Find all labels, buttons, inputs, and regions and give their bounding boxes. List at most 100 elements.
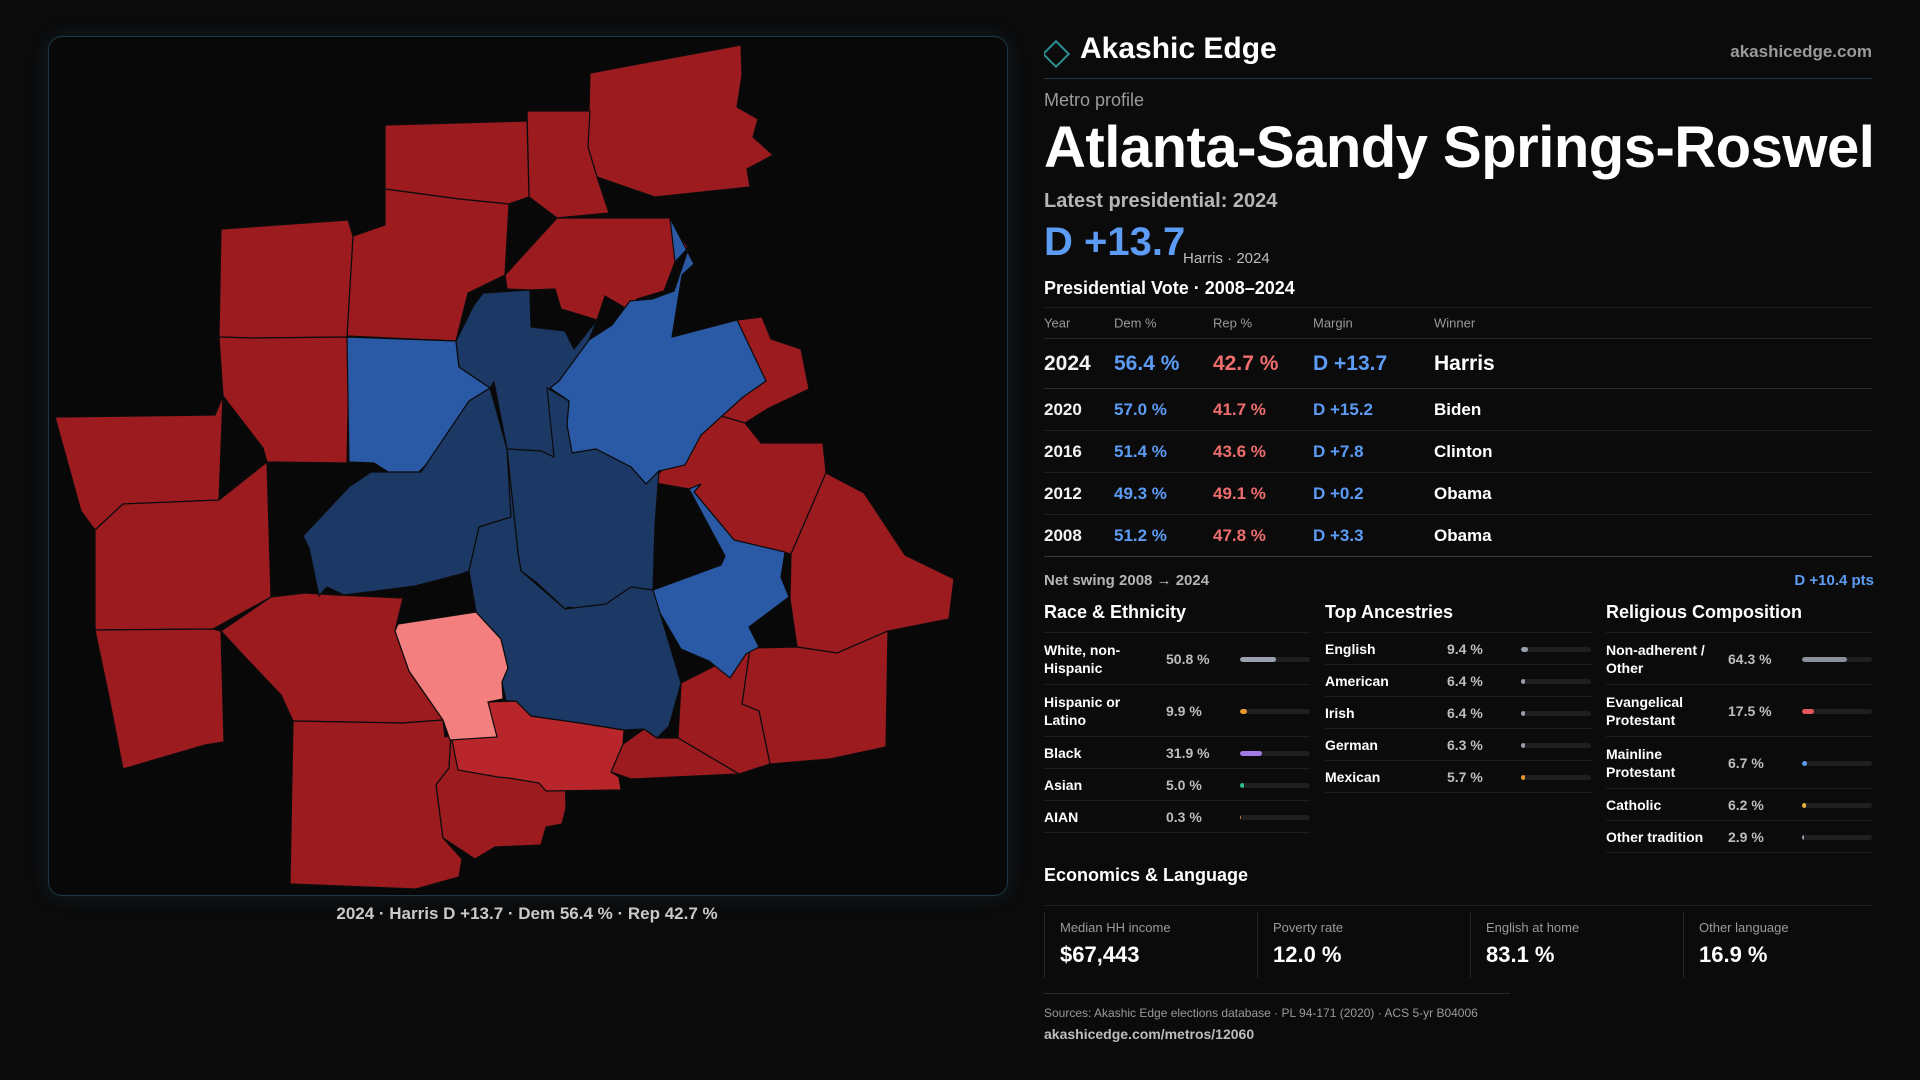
- race-ethnicity-section: Race & Ethnicity White, non-Hispanic 50.…: [1044, 602, 1310, 833]
- religion-value: 2.9 %: [1728, 828, 1764, 845]
- race-bar-fill: [1240, 750, 1263, 756]
- econ-stat-income: Median HH income $67,443: [1044, 912, 1258, 978]
- ancestry-label: English: [1325, 640, 1376, 657]
- race-bar: [1240, 782, 1310, 788]
- ancestry-value: 6.3 %: [1447, 736, 1483, 753]
- race-label: Hispanic or Latino: [1044, 693, 1121, 728]
- county-shape[interactable]: [789, 472, 955, 654]
- county-shape[interactable]: [526, 110, 610, 219]
- margin-cell: D +7.8: [1313, 441, 1364, 461]
- latest-presidential-label: Latest presidential: 2024: [1044, 190, 1278, 212]
- metro-url-link[interactable]: akashicedge.com/metros/12060: [1044, 1026, 1255, 1042]
- year-cell: 2024: [1044, 351, 1091, 375]
- brand-url-link[interactable]: akashicedge.com: [1730, 42, 1872, 61]
- county-shape[interactable]: [218, 219, 354, 339]
- year-cell: 2008: [1044, 525, 1082, 545]
- county-shape[interactable]: [94, 460, 272, 631]
- ancestry-label: German: [1325, 736, 1378, 753]
- dem-cell: 56.4 %: [1114, 351, 1180, 375]
- county-shape[interactable]: [652, 483, 790, 679]
- table-row[interactable]: 2016 51.4 % 43.6 % D +7.8 Clinton: [1044, 431, 1872, 473]
- year-cell: 2020: [1044, 399, 1082, 419]
- list-item: Mexican 5.7 %: [1325, 761, 1591, 793]
- county-shape[interactable]: [289, 719, 463, 890]
- table-row[interactable]: 2020 57.0 % 41.7 % D +15.2 Biden: [1044, 389, 1872, 431]
- list-item: German 6.3 %: [1325, 729, 1591, 761]
- list-item: Hispanic or Latino 9.9 %: [1044, 685, 1310, 737]
- margin-cell: D +0.2: [1313, 483, 1364, 503]
- econ-stat-other-language: Other language 16.9 %: [1683, 912, 1874, 978]
- county-shape[interactable]: [548, 217, 767, 485]
- religion-section: Religious Composition Non-adherent / Oth…: [1606, 602, 1872, 853]
- race-value: 31.9 %: [1166, 744, 1210, 761]
- list-item: Asian 5.0 %: [1044, 769, 1310, 801]
- dem-cell: 51.4 %: [1114, 441, 1167, 461]
- map-caption: 2024 · Harris D +13.7 · Dem 56.4 % · Rep…: [336, 904, 718, 923]
- list-item: Irish 6.4 %: [1325, 697, 1591, 729]
- net-swing-value: D +10.4 pts: [1794, 572, 1874, 589]
- econ-label: English at home: [1486, 920, 1580, 935]
- table-row[interactable]: 2008 51.2 % 47.8 % D +3.3 Obama: [1044, 515, 1872, 557]
- race-bar: [1240, 656, 1310, 662]
- ancestry-label: Irish: [1325, 704, 1355, 721]
- winner-cell: Obama: [1434, 525, 1492, 545]
- rep-cell: 47.8 %: [1213, 525, 1266, 545]
- list-item: Other tradition 2.9 %: [1606, 821, 1872, 853]
- religion-bar-fill: [1802, 708, 1815, 714]
- religion-bar: [1802, 656, 1872, 662]
- margin-cell: D +15.2: [1313, 399, 1374, 419]
- headline-winner-year: Harris · 2024: [1183, 250, 1270, 267]
- race-bar-fill: [1240, 782, 1244, 788]
- divider: [1044, 993, 1510, 994]
- religion-value: 6.2 %: [1728, 796, 1764, 813]
- race-label: Black: [1044, 744, 1082, 761]
- religion-bar-fill: [1802, 656, 1847, 662]
- rep-cell: 41.7 %: [1213, 399, 1266, 419]
- list-item: Mainline Protestant 6.7 %: [1606, 737, 1872, 789]
- list-item: American 6.4 %: [1325, 665, 1591, 697]
- col-header-margin: Margin: [1313, 315, 1353, 331]
- religion-bar-fill: [1802, 802, 1807, 808]
- table-row[interactable]: 2024 56.4 % 42.7 % D +13.7 Harris: [1044, 339, 1872, 389]
- religion-bar: [1802, 760, 1872, 766]
- econ-value: 16.9 %: [1699, 942, 1768, 967]
- econ-stat-poverty: Poverty rate 12.0 %: [1257, 912, 1471, 978]
- ancestry-bar-fill: [1521, 710, 1526, 716]
- religion-bar: [1802, 708, 1872, 714]
- race-ethnicity-title: Race & Ethnicity: [1044, 602, 1310, 633]
- county-shape[interactable]: [587, 44, 775, 198]
- religion-value: 6.7 %: [1728, 754, 1764, 771]
- race-label: White, non-Hispanic: [1044, 641, 1121, 676]
- religion-value: 17.5 %: [1728, 702, 1772, 719]
- list-item: Non-adherent / Other 64.3 %: [1606, 633, 1872, 685]
- dem-cell: 51.2 %: [1114, 525, 1167, 545]
- year-cell: 2016: [1044, 441, 1082, 461]
- table-row[interactable]: 2012 49.3 % 49.1 % D +0.2 Obama: [1044, 473, 1872, 515]
- ancestry-bar-fill: [1521, 774, 1525, 780]
- diamond-logo-icon: [1044, 39, 1071, 69]
- econ-value: $67,443: [1060, 942, 1140, 967]
- list-item: Catholic 6.2 %: [1606, 789, 1872, 821]
- race-bar: [1240, 750, 1310, 756]
- ancestry-bar: [1521, 646, 1591, 652]
- religion-bar: [1802, 802, 1872, 808]
- race-value: 9.9 %: [1166, 702, 1202, 719]
- religion-label: Other tradition: [1606, 828, 1704, 845]
- econ-stat-english: English at home 83.1 %: [1470, 912, 1684, 978]
- county-shape[interactable]: [94, 628, 225, 770]
- ancestry-value: 6.4 %: [1447, 672, 1483, 689]
- rep-cell: 42.7 %: [1213, 351, 1279, 375]
- year-cell: 2012: [1044, 483, 1082, 503]
- vote-table-title: Presidential Vote · 2008–2024: [1044, 278, 1295, 298]
- rep-cell: 43.6 %: [1213, 441, 1266, 461]
- county-shape[interactable]: [468, 448, 682, 739]
- county-shape[interactable]: [218, 336, 350, 464]
- ancestry-bar-fill: [1521, 742, 1526, 748]
- religion-bar-fill: [1802, 834, 1805, 840]
- ancestry-bar-fill: [1521, 646, 1528, 652]
- ancestry-label: American: [1325, 672, 1389, 689]
- list-item: Evangelical Protestant 17.5 %: [1606, 685, 1872, 737]
- ancestry-value: 6.4 %: [1447, 704, 1483, 721]
- dem-cell: 49.3 %: [1114, 483, 1167, 503]
- religion-label: Mainline Protestant: [1606, 745, 1676, 780]
